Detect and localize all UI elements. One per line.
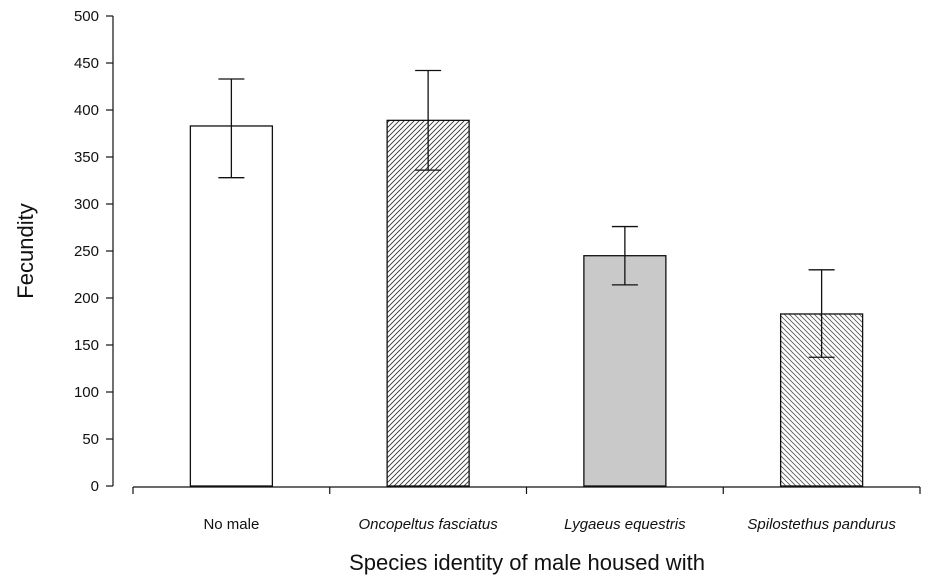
y-tick-label: 150 bbox=[74, 337, 99, 354]
y-axis: 0 50 100 150 200 250 300 350 400 450 500 bbox=[74, 8, 114, 495]
y-tick-label: 500 bbox=[74, 8, 99, 25]
y-tick-label: 200 bbox=[74, 290, 99, 307]
y-tick-label: 0 bbox=[91, 478, 99, 495]
y-tick-label: 250 bbox=[74, 243, 99, 260]
y-tick-label: 100 bbox=[74, 384, 99, 401]
y-tick-label: 400 bbox=[74, 102, 99, 119]
x-axis: No male Oncopeltus fasciatus Lygaeus eques… bbox=[132, 486, 921, 533]
x-category-label: Spilostethus pandurus bbox=[747, 516, 896, 533]
x-category-label: No male bbox=[203, 516, 259, 533]
y-tick-label: 300 bbox=[74, 196, 99, 213]
x-axis-title: Species identity of male housed with bbox=[349, 550, 705, 575]
bar bbox=[189, 125, 274, 487]
bar bbox=[583, 255, 667, 487]
error-bars-group bbox=[218, 69, 835, 358]
bar bbox=[386, 119, 470, 487]
y-axis-title: Fecundity bbox=[13, 203, 38, 298]
x-category-label: Lygaeus equestris bbox=[564, 516, 686, 533]
y-tick-label: 50 bbox=[82, 431, 99, 448]
y-tick-label: 350 bbox=[74, 149, 99, 166]
y-tick-label: 450 bbox=[74, 55, 99, 72]
bars-group bbox=[189, 119, 864, 487]
x-category-label: Oncopeltus fasciatus bbox=[359, 516, 499, 533]
